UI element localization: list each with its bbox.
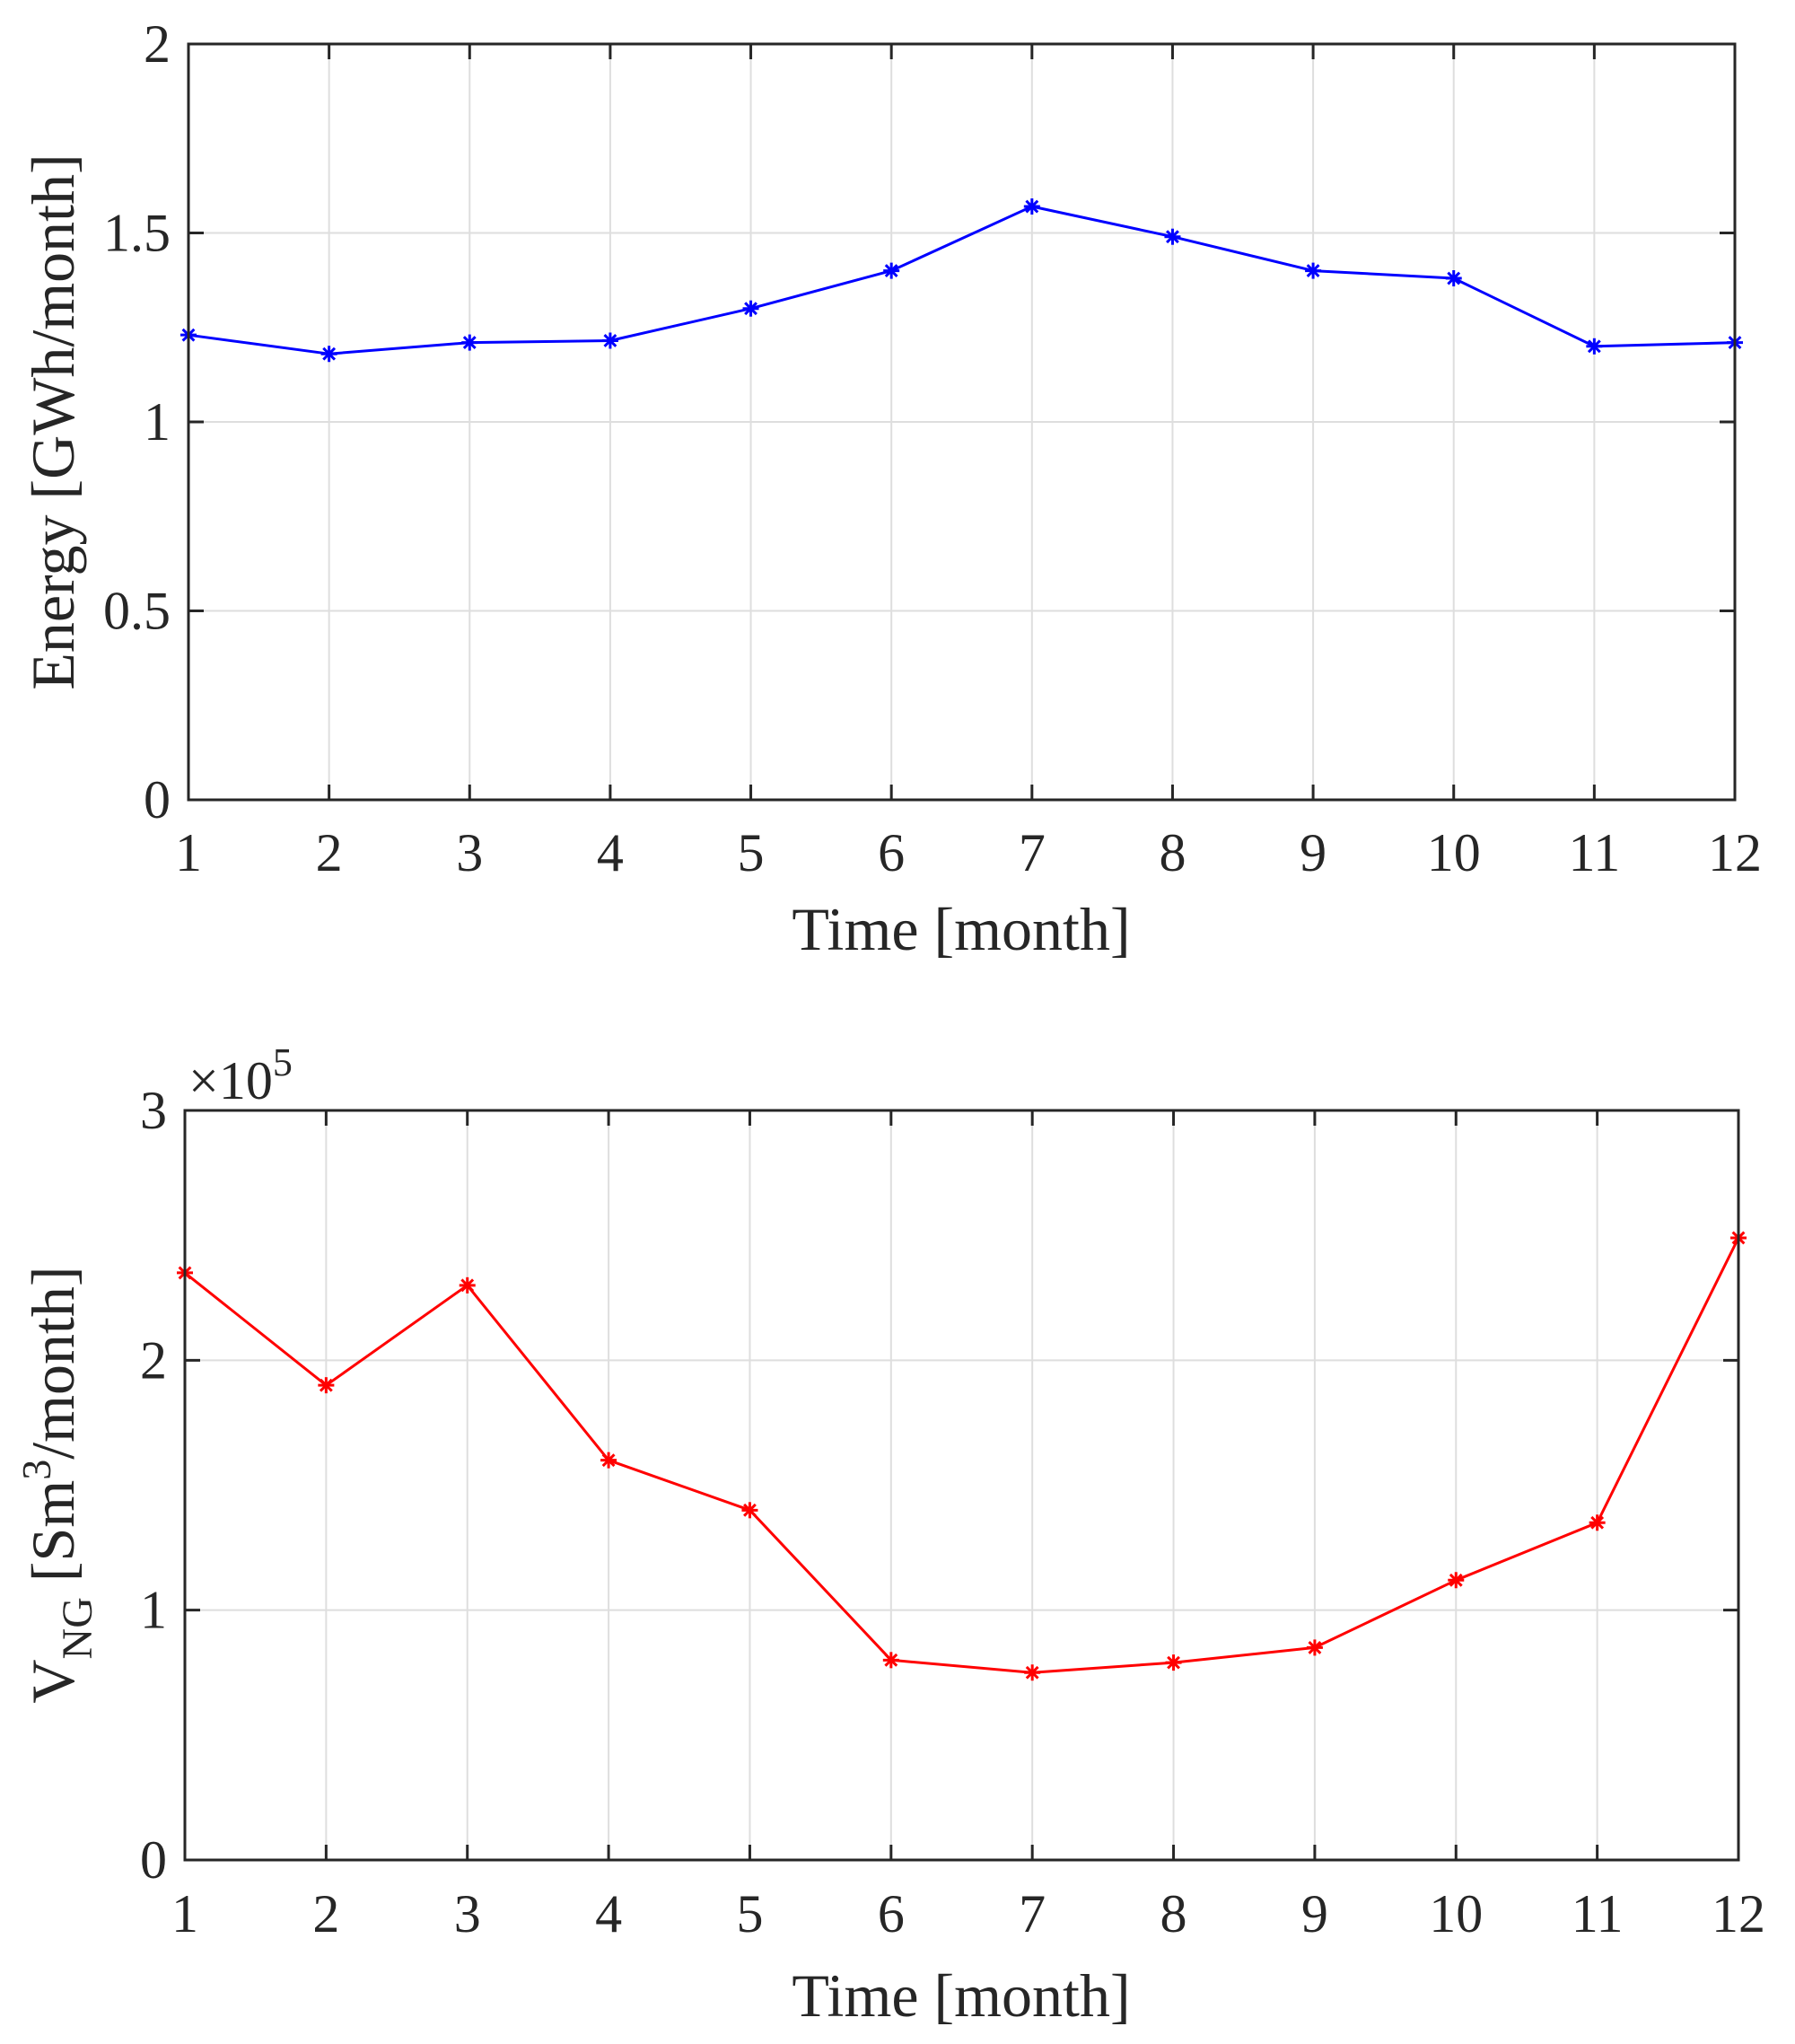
vng-x-tick-label: 3 (454, 1884, 481, 1943)
vng-ticks (183, 1109, 1740, 1862)
vng-y-tick-label: 0 (140, 1830, 167, 1890)
energy-data-point (601, 332, 618, 349)
vng-y-tick-label: 3 (140, 1081, 167, 1140)
vng-data-point (1165, 1654, 1182, 1671)
vng-data-point (741, 1502, 758, 1519)
vng-x-tick-label: 11 (1572, 1884, 1624, 1943)
energy-x-tick-label: 10 (1427, 823, 1481, 882)
energy-data-point (320, 346, 337, 363)
energy-data-point (1445, 270, 1462, 287)
energy-x-tick-label: 4 (597, 823, 624, 882)
vng-axes-box (183, 1109, 1740, 1862)
vng-y-label-unit-close: /month] (19, 1266, 87, 1459)
energy-x-tick-label: 8 (1159, 823, 1186, 882)
energy-data-point (1305, 262, 1322, 279)
vng-exponent-power: 5 (273, 1040, 293, 1084)
vng-x-tick-label: 5 (736, 1884, 763, 1943)
vng-grid (185, 1110, 1738, 1860)
energy-data-point (1164, 228, 1181, 245)
energy-data-point (1023, 198, 1040, 215)
vng-x-tick-label: 8 (1160, 1884, 1187, 1943)
energy-x-tick-label: 6 (878, 823, 905, 882)
energy-grid (188, 44, 1735, 800)
energy-y-tick-label: 0.5 (103, 582, 171, 641)
energy-y-tick-label: 1.5 (103, 204, 171, 263)
vng-data-point (1024, 1664, 1041, 1681)
vng-x-tick-label: 6 (878, 1884, 905, 1943)
vng-series-line (184, 1237, 1740, 1674)
energy-x-tick-label: 11 (1568, 823, 1620, 882)
energy-x-tick-label: 1 (175, 823, 202, 882)
vng-y-label-superscript: 3 (13, 1460, 59, 1480)
vng-x-tick-label: 9 (1301, 1884, 1328, 1943)
vng-y-tick-label: 2 (140, 1330, 167, 1390)
vng-data-point (1448, 1572, 1465, 1589)
energy-x-tick-label: 2 (316, 823, 343, 882)
vng-data-point (600, 1452, 617, 1469)
vng-data-point (882, 1652, 899, 1669)
vng-y-axis-label: VNG [Sm3/month] (13, 1266, 101, 1703)
vng-exponent-label: ×105 (188, 1040, 293, 1110)
vng-exponent-base: ×10 (188, 1051, 273, 1110)
energy-x-tick-label: 9 (1300, 823, 1327, 882)
energy-y-tick-label: 0 (144, 770, 171, 829)
vng-x-tick-label: 4 (595, 1884, 622, 1943)
vng-x-tick-label: 12 (1712, 1884, 1765, 1943)
vng-x-axis-label: Time [month] (792, 1961, 1130, 2030)
vng-x-tick-label: 7 (1019, 1884, 1046, 1943)
energy-x-tick-label: 3 (456, 823, 483, 882)
energy-x-tick-label: 12 (1708, 823, 1762, 882)
vng-data-point (1306, 1639, 1323, 1656)
vng-x-tick-label: 2 (312, 1884, 339, 1943)
vng-y-label-base: V (19, 1659, 87, 1703)
energy-y-axis-label: Energy [GWh/month] (19, 154, 87, 689)
vng-data-point (459, 1276, 476, 1294)
energy-data-point (461, 334, 478, 351)
vng-x-tick-label: 1 (171, 1884, 198, 1943)
vng-data-point (318, 1377, 335, 1394)
energy-y-tick-label: 2 (144, 14, 171, 74)
vng-y-tick-label: 1 (140, 1581, 167, 1640)
energy-data-point (883, 262, 900, 279)
energy-y-tick-label: 1 (144, 392, 171, 452)
energy-data-point (742, 300, 759, 317)
vng-y-label-unit-open: [Sm (19, 1480, 87, 1597)
energy-series-line (188, 205, 1736, 355)
energy-ticks (187, 42, 1737, 802)
vng-x-tick-label: 10 (1429, 1884, 1483, 1943)
energy-x-tick-label: 5 (738, 823, 765, 882)
vng-data-point (1589, 1514, 1606, 1531)
energy-x-tick-label: 7 (1019, 823, 1046, 882)
energy-x-axis-label: Time [month] (792, 895, 1130, 963)
energy-data-point (1586, 338, 1603, 355)
vng-y-label-subscript: NG (54, 1597, 101, 1659)
